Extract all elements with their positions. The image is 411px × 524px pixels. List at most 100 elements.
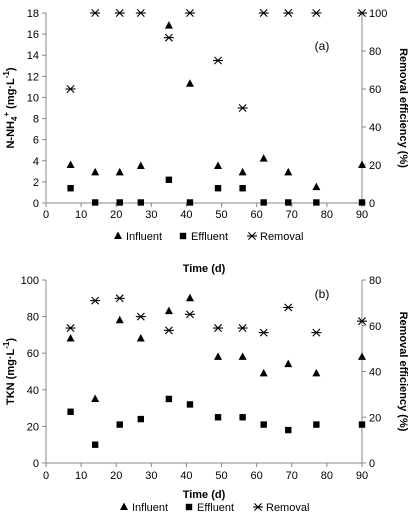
legend-marker-removal-stroke (254, 503, 262, 511)
x-tick-label: 80 (321, 209, 333, 221)
series-removal (65, 294, 367, 337)
data-point-influent (358, 352, 366, 360)
data-point-influent (312, 368, 321, 377)
panel-label: (a) (315, 39, 330, 53)
data-point-removal-stroke (284, 303, 293, 312)
data-point-influent (259, 154, 268, 162)
data-point-effluent (137, 199, 144, 206)
data-point-removal (213, 324, 224, 333)
x-tick-label: 20 (110, 209, 122, 221)
data-point-removal (258, 9, 269, 17)
x-tick-label: 60 (251, 209, 263, 221)
data-point-removal-stroke (358, 317, 366, 326)
y-tick-label: 14 (27, 50, 39, 62)
data-point-removal-stroke (136, 9, 145, 17)
legend-marker-removal (247, 232, 257, 240)
y-tick-label: 20 (27, 421, 39, 433)
data-point-removal (357, 317, 367, 326)
data-point-effluent (239, 414, 246, 421)
data-point-removal-stroke (136, 312, 145, 321)
data-point-effluent (358, 421, 366, 428)
data-point-removal-stroke (238, 104, 247, 112)
series-removal (65, 9, 367, 112)
data-point-removal (237, 104, 248, 112)
data-point-removal-stroke (185, 9, 194, 17)
x-tick-label: 60 (251, 470, 263, 482)
x-tick-label: 20 (110, 470, 122, 482)
data-point-removal-stroke (115, 9, 124, 17)
y-tick-label: 60 (27, 348, 39, 360)
data-point-influent (185, 293, 194, 302)
data-point-influent (115, 167, 124, 176)
y2-tick-label: 20 (369, 160, 381, 172)
data-point-removal (65, 85, 76, 93)
y2-tick-label: 40 (369, 122, 381, 134)
y2-axis-title: Removal efficiency (%) (397, 48, 409, 168)
data-point-removal-stroke (214, 56, 223, 65)
y-tick-label: 6 (33, 135, 39, 147)
data-point-influent (91, 167, 100, 176)
data-point-removal-stroke (312, 9, 321, 17)
data-point-removal (184, 9, 195, 17)
data-point-effluent (313, 199, 320, 206)
x-tick-label: 40 (180, 470, 192, 482)
data-point-influent (185, 79, 194, 87)
y2-axis-title: Removal efficiency (%) (397, 312, 409, 432)
y2-tick-label: 0 (369, 458, 375, 470)
legend-label-removal: Removal (266, 502, 309, 514)
data-point-influent (164, 306, 173, 315)
x-tick-label: 90 (356, 470, 368, 482)
data-point-removal (135, 312, 146, 321)
y2-tick-label: 40 (369, 367, 381, 379)
y-tick-label: 40 (27, 385, 39, 397)
data-point-removal-stroke (115, 294, 124, 303)
y-tick-label: 8 (33, 114, 39, 126)
x-tick-label: 30 (145, 209, 157, 221)
data-point-removal (357, 9, 367, 17)
x-tick-label: 40 (180, 209, 192, 221)
data-point-removal-stroke (66, 324, 75, 333)
data-point-removal-stroke (164, 33, 173, 42)
y-axis-title: N-NH4+ (mg·L-1) (2, 67, 19, 148)
data-point-removal (114, 294, 125, 303)
data-point-removal (237, 324, 248, 333)
legend-marker-effluent (185, 503, 193, 511)
data-point-removal-stroke (284, 9, 293, 17)
series-effluent (67, 395, 366, 448)
data-point-effluent (165, 176, 173, 183)
y2-tick-label: 60 (369, 84, 381, 96)
data-point-effluent (116, 421, 123, 428)
data-point-removal (65, 324, 76, 333)
x-tick-label: 90 (356, 209, 368, 221)
y2-tick-label: 60 (369, 321, 381, 333)
panel-label: (b) (315, 287, 330, 301)
y-tick-label: 4 (33, 156, 39, 168)
y2-tick-label: 80 (369, 275, 381, 287)
data-point-removal-stroke (312, 328, 321, 337)
legend-marker-influent (114, 231, 122, 239)
data-point-influent (91, 394, 100, 402)
data-point-removal-stroke (214, 324, 223, 333)
series-influent (66, 21, 366, 191)
data-point-effluent (239, 185, 246, 192)
x-tick-label: 70 (286, 470, 298, 482)
data-point-removal (311, 9, 322, 17)
data-point-influent (66, 334, 75, 342)
legend-label-influent: Influent (132, 502, 168, 514)
legend-label-effluent: Effluent (191, 231, 228, 243)
data-point-effluent (116, 199, 123, 206)
data-point-removal-stroke (358, 9, 366, 17)
legend-label-removal: Removal (260, 231, 303, 243)
data-point-effluent (260, 199, 267, 206)
data-point-removal (90, 296, 101, 305)
data-point-removal (90, 9, 101, 17)
data-point-removal (163, 326, 174, 335)
data-point-removal (135, 9, 146, 17)
data-point-removal (213, 56, 224, 65)
y-tick-label: 10 (27, 92, 39, 104)
y-tick-label: 80 (27, 312, 39, 324)
data-point-removal (163, 33, 174, 42)
data-point-effluent (313, 421, 320, 428)
data-point-removal-stroke (91, 296, 100, 305)
data-point-influent (115, 315, 124, 324)
